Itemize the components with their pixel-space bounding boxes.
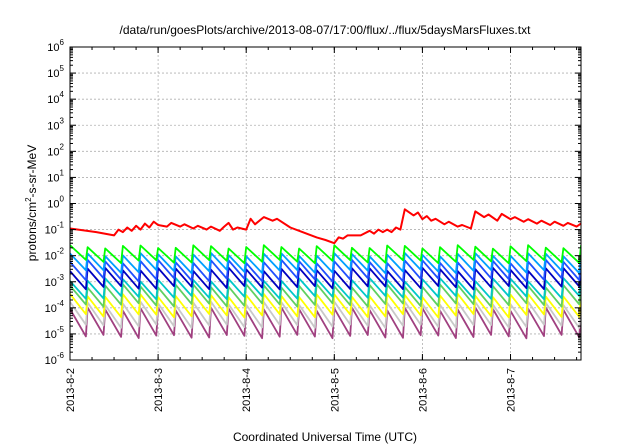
y-tick-label: 10-4 [45,299,65,315]
y-tick-label: 10-3 [45,273,65,289]
y-tick-label: 10-2 [45,247,65,263]
y-axis: 10-6 10-5 10-4 10-3 10-2 10-1 100 101 102 103 104 1… [45,38,581,367]
y-tick-label: 10-5 [45,325,65,341]
y-tick-label: 101 [47,168,64,184]
y-tick-label: 105 [47,64,64,80]
series-line [70,277,581,301]
x-axis-label: Coordinated Universal Time (UTC) [233,430,417,444]
y-tick-label: 103 [47,116,64,132]
series-line [70,208,581,245]
y-tick-label: 100 [47,195,64,211]
series-line [70,292,581,319]
series-line [70,244,581,265]
series-line [70,306,581,340]
y-tick-label: 10-6 [45,351,65,367]
series-line [70,252,581,275]
x-tick-label: 2013-8-7 [506,368,518,412]
series-layer [70,208,581,340]
x-tick-label: 2013-8-4 [241,368,253,412]
y-tick-label: 104 [47,90,64,106]
x-tick-label: 2013-8-2 [65,368,77,412]
x-tick-label: 2013-8-6 [417,368,429,412]
series-line [70,266,581,291]
series-line [70,259,581,283]
y-axis-label: protons/cm2-s-sr-MeV [24,145,39,261]
y-tick-label: 10-1 [45,221,65,237]
y-tick-label: 102 [47,142,64,158]
series-line [70,300,581,329]
x-tick-label: 2013-8-5 [329,368,341,412]
x-axis: 2013-8-2 2013-8-3 2013-8-4 2013-8-5 2013-8-6… [65,47,578,412]
series-line [70,283,581,308]
y-tick-label: 106 [47,38,64,54]
x-tick-label: 2013-8-3 [153,368,165,412]
chart-title: /data/run/goesPlots/archive/2013-08-07/1… [120,23,532,37]
